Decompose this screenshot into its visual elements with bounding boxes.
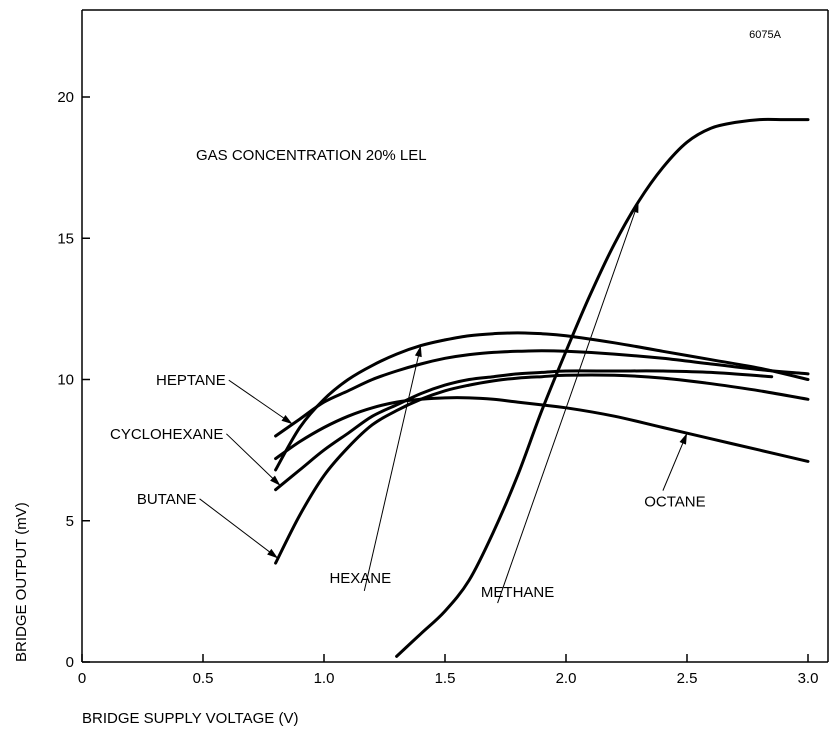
series-label-octane: OCTANE	[644, 494, 705, 511]
axes	[81, 9, 829, 663]
series-label-butane: BUTANE	[137, 491, 197, 508]
leader-line-butane	[199, 498, 279, 559]
leader-line-hexane	[363, 345, 422, 592]
x-tick-label-4: 2.0	[556, 670, 577, 687]
leader-line-cyclohexane	[226, 433, 281, 487]
x-tick-label-0: 0	[78, 670, 86, 687]
series-line-hexane	[274, 331, 810, 472]
series-label-methane: METHANE	[481, 584, 554, 601]
x-tick-label-3: 1.5	[435, 670, 456, 687]
x-tick-label-2: 1.0	[314, 670, 335, 687]
series-label-hexane: HEXANE	[329, 570, 391, 587]
x-tick-label-1: 0.5	[193, 670, 214, 687]
leader-arrow-butane	[267, 548, 279, 559]
series-line-butane	[274, 373, 810, 565]
y-tick-label-1: 5	[66, 513, 74, 530]
y-axis-label: BRIDGE OUTPUT (mV)	[13, 502, 30, 662]
x-tick-label-6: 3.0	[798, 670, 819, 687]
leader-arrow-heptane	[281, 415, 293, 425]
series-label-heptane: HEPTANE	[156, 372, 226, 389]
annotation: GAS CONCENTRATION 20% LEL	[196, 147, 427, 164]
series-labels: METHANE HEXANE HEPTANE CYCLOHEXANE BUTANE OCT…	[110, 372, 706, 601]
leader-arrow-hexane	[414, 345, 422, 358]
series-line-cyclohexane	[274, 369, 774, 492]
leader-arrow-methane	[631, 201, 639, 214]
series-line-heptane	[274, 349, 810, 438]
series-label-cyclohexane: CYCLOHEXANE	[110, 426, 223, 443]
y-tick-label-2: 10	[57, 372, 74, 389]
series-line-octane	[274, 396, 810, 463]
series-line-methane	[395, 117, 810, 658]
x-axis-label: BRIDGE SUPPLY VOLTAGE (V)	[82, 710, 298, 727]
y-tick-label-3: 15	[57, 230, 74, 247]
figure-id: 6075A	[749, 29, 781, 41]
y-tick-label-4: 20	[57, 89, 74, 106]
leader-arrow-cyclohexane	[270, 475, 281, 486]
label-leaders	[199, 201, 688, 604]
y-tick-label-0: 0	[66, 654, 74, 671]
series-lines	[274, 117, 810, 658]
ticks: 0 0.5 1.0 1.5 2.0 2.5 3.0 0 5 10 15 20	[57, 89, 818, 687]
leader-arrow-octane	[679, 433, 687, 445]
leader-line-methane	[497, 201, 640, 604]
leader-line-heptane	[228, 379, 293, 425]
x-tick-label-5: 2.5	[677, 670, 698, 687]
